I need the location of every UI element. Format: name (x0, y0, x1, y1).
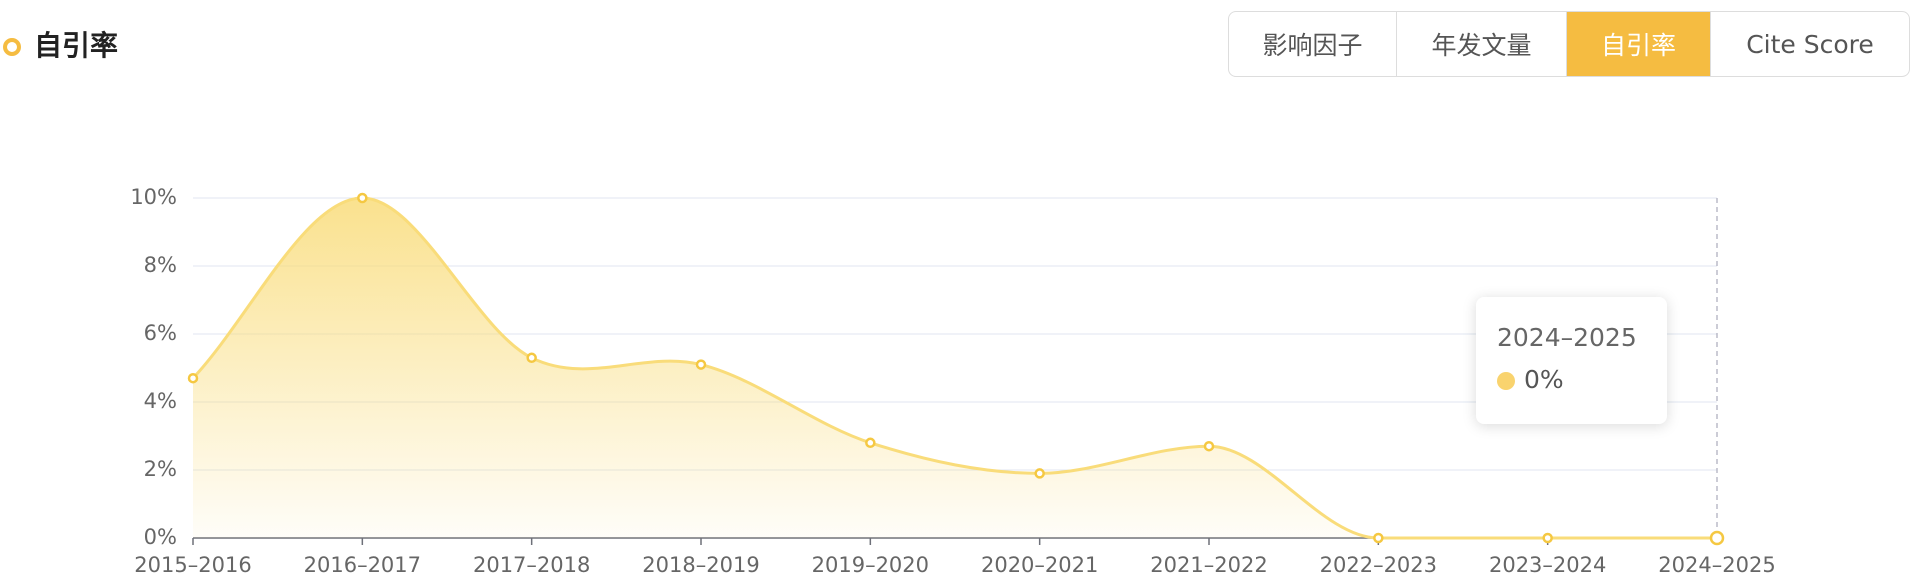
tooltip-dot (1497, 372, 1515, 390)
tab[interactable]: 影响因子 (1229, 12, 1397, 76)
tooltip-title: 2024–2025 (1497, 323, 1637, 352)
point (187, 372, 199, 384)
point (1373, 532, 1384, 544)
point (1203, 440, 1215, 452)
point (865, 437, 876, 449)
title-dot (3, 38, 21, 56)
line (191, 196, 1717, 540)
tab-active[interactable]: 自引率 (1567, 12, 1711, 76)
point (695, 359, 707, 370)
y-tick-label: 0% (144, 525, 177, 549)
x-tick-label: 2020–2021 (981, 553, 1098, 577)
point (1034, 468, 1045, 479)
point (1709, 530, 1725, 546)
tab-group: 影响因子 年发文量 自引率 Cite Score (1228, 11, 1910, 77)
x-tick-label: 2016–2017 (304, 553, 421, 577)
point (526, 352, 537, 364)
tab[interactable]: Cite Score (1746, 29, 1874, 59)
y-tick-label: 4% (144, 389, 177, 413)
point (1542, 532, 1553, 544)
x-tick-label: 2015–2016 (134, 553, 251, 577)
x-tick-label: 2024–2025 (1658, 553, 1775, 577)
area (193, 198, 1717, 538)
x-tick-label: 2022–2023 (1320, 553, 1437, 577)
y-tick-label: 10% (130, 185, 177, 209)
x-tick-label: 2021–2022 (1150, 553, 1267, 577)
x-tick-label: 2018–2019 (642, 553, 759, 577)
tab[interactable]: 年发文量 (1397, 12, 1567, 76)
x-tick-label: 2019–2020 (812, 553, 929, 577)
x-tick-label: 2017–2018 (473, 553, 590, 577)
y-tick-label: 2% (144, 457, 177, 481)
tooltip-value: 0% (1524, 365, 1564, 394)
y-tick-label: 8% (144, 253, 177, 277)
x-tick-label: 2023–2024 (1489, 553, 1606, 577)
tooltip: 2024–2025 0% (1476, 297, 1667, 424)
section-title: 自引率 (34, 29, 119, 62)
y-tick-label: 6% (144, 321, 177, 345)
point (357, 192, 368, 204)
